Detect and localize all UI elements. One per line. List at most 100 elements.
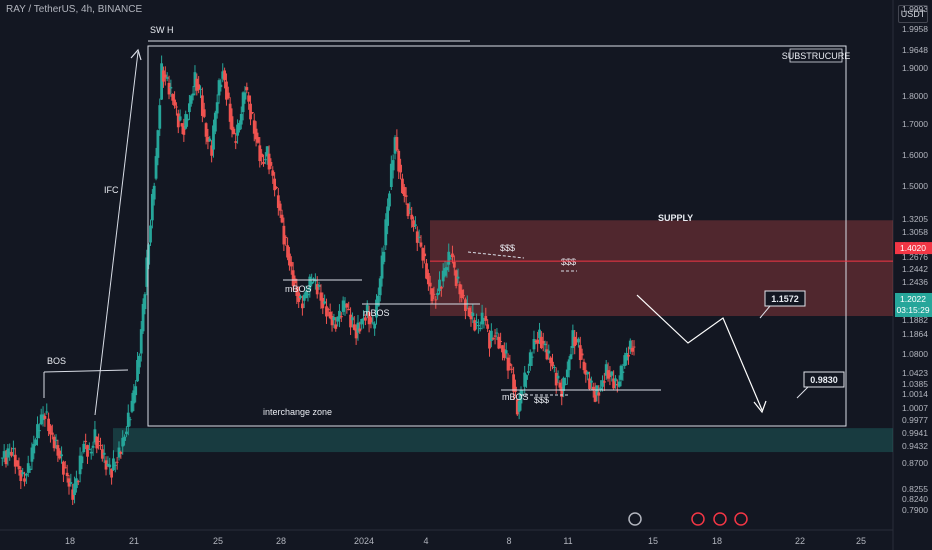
candle-body [375,299,378,318]
candle-body [295,286,299,296]
candle-body [41,414,45,421]
price-tick: 1.0800 [902,349,928,359]
candle-body [254,128,258,140]
candle-body [452,261,456,268]
candle-body [543,343,547,346]
supply-label: SUPPLY [658,213,693,223]
candle-body [113,464,117,466]
candle-body [347,309,351,311]
candle-body [213,112,217,132]
candle-body [52,436,56,449]
candle-body [464,299,467,311]
candle-body [517,401,521,412]
candle-body [567,359,571,371]
candle-body [45,411,49,413]
candle-body [326,309,330,311]
earnings-event-icon[interactable] [691,512,705,526]
candle-body [187,103,191,113]
candle-body [158,105,162,129]
candle-body [454,270,458,286]
candle-body [102,452,106,455]
candle-body [202,109,206,117]
price-tick: 1.9000 [902,63,928,73]
candle-body [345,303,349,308]
candle-body [495,332,499,334]
candle-body [99,445,102,447]
mbos-label-1: mBOS [285,284,312,294]
projection-arrow-head [753,400,767,414]
candle-body [506,357,510,371]
candle-body [393,137,397,154]
candle-body [486,324,490,329]
candle-body [336,316,339,322]
candle-body [163,74,167,78]
candle-body [351,317,354,321]
candle-body [473,320,477,331]
candle-body [552,367,556,369]
price-tick: 0.9977 [902,415,928,425]
earnings-event-icon[interactable] [734,512,748,526]
candle-body [74,478,78,489]
time-tick: 28 [276,536,286,546]
candle-body [141,303,145,332]
candle-body [162,70,165,82]
candle-body [382,251,386,262]
candle-body [6,448,10,458]
candle-body [541,341,545,344]
candle-body [467,307,471,317]
time-tick: 25 [856,536,866,546]
candle-body [338,310,341,319]
candle-body [397,150,401,172]
time-tick: 8 [506,536,511,546]
candle-body [82,443,86,453]
candle-body [263,159,267,161]
candle-body [527,371,530,373]
candle-body [423,253,427,257]
candle-body [588,378,591,389]
candle-body [78,455,82,475]
candle-body [410,214,414,220]
candle-body [156,130,160,158]
candle-body [267,153,271,170]
candle-body [280,214,284,223]
candle-body [504,350,508,354]
candle-body [549,357,553,364]
bos-line [43,369,129,373]
candle-body [362,318,365,321]
candle-body [484,316,488,321]
candle-body [373,323,377,329]
candle-body [293,278,297,284]
candle-body [50,432,54,435]
candle-body [404,195,408,197]
candle-body [26,463,30,473]
candle-body [441,270,445,282]
liquidity-label-3: $$$ [534,395,549,405]
candle-body [189,95,193,104]
time-tick: 25 [213,536,223,546]
candle-body [386,206,390,226]
candle-body [593,390,597,402]
candle-body [4,457,8,465]
interchange-zone-label: interchange zone [263,407,332,417]
candle-body [65,472,69,476]
candle-body [621,371,625,373]
candle-body [252,120,256,134]
candle-body [519,390,523,404]
candle-body [589,380,593,383]
candle-body [117,447,121,458]
candle-body [515,399,519,415]
candle-body [556,375,560,379]
candle-body [617,381,621,387]
price-tick: 1.1864 [902,329,928,339]
candle-body [210,145,214,156]
currency-button[interactable]: USDT [898,5,928,23]
price-tick: 1.7000 [902,119,928,129]
candle-body [606,370,610,379]
lightning-event-icon[interactable] [628,512,642,526]
candle-body [262,162,265,164]
price-tick: 1.0385 [902,379,928,389]
candle-body [32,444,36,454]
earnings-event-icon[interactable] [713,512,727,526]
candle-body [332,317,336,321]
